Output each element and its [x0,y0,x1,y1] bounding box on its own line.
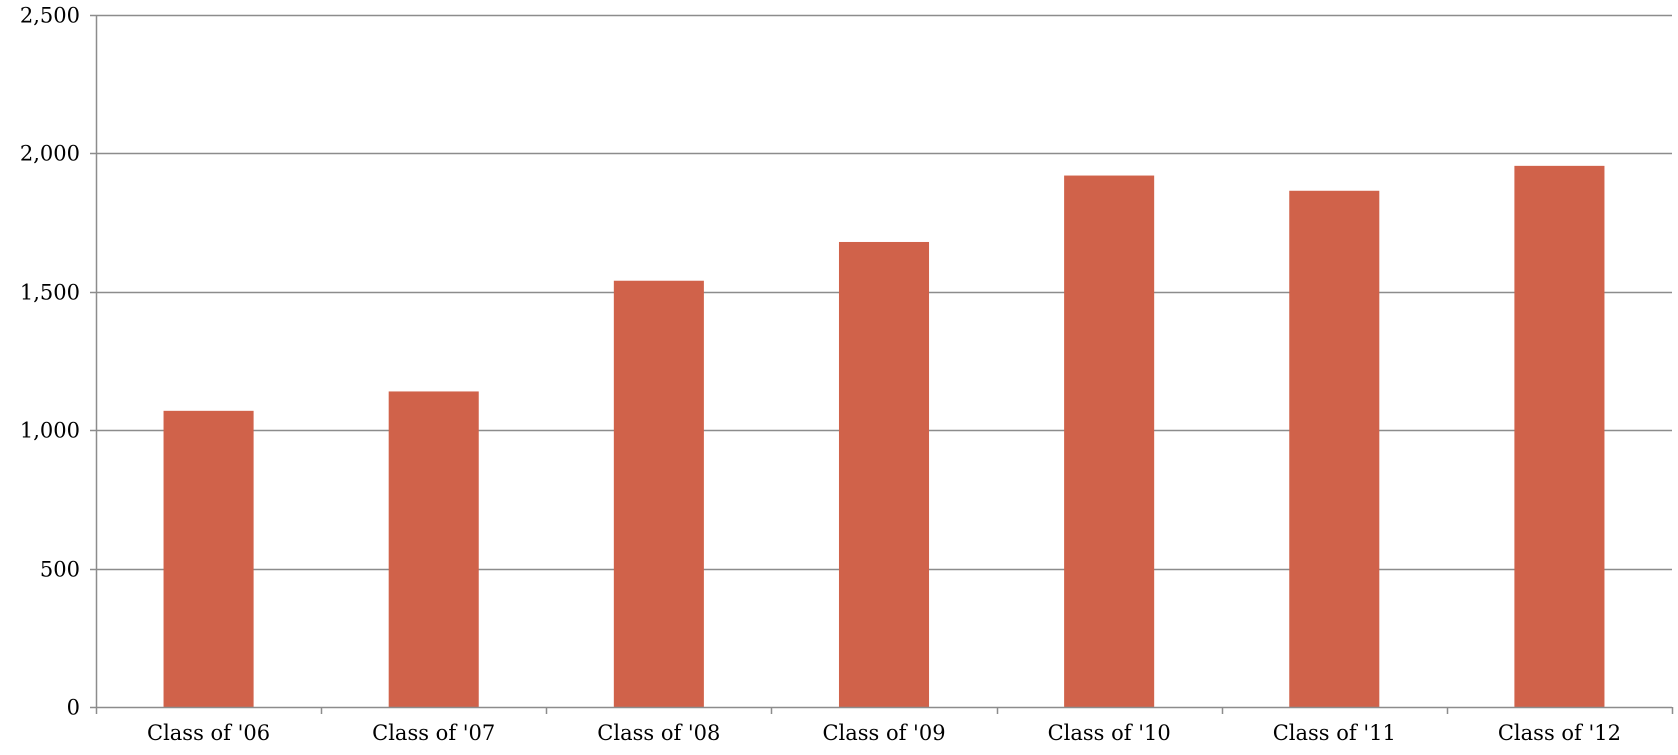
x-tick-label: Class of '06 [147,721,270,745]
y-tick-label: 1,000 [20,419,80,443]
x-tick-label: Class of '10 [1048,721,1171,745]
x-tick-label: Class of '08 [597,721,720,745]
y-tick-label: 2,000 [20,142,80,166]
y-tick-label: 1,500 [20,281,80,305]
bar [1514,165,1605,707]
axes [90,14,1674,714]
y-tick-label: 0 [67,696,80,720]
x-tick-label: Class of '11 [1273,721,1396,745]
bar [838,241,930,707]
bar [1289,190,1380,707]
bar [388,391,479,707]
bar [1064,175,1155,707]
bar [613,280,704,707]
bar [163,410,254,707]
x-tick-label: Class of '07 [372,721,495,745]
bars [163,165,1605,707]
y-tick-label: 500 [40,558,80,582]
x-tick-label: Class of '09 [822,721,945,745]
x-tick-label: Class of '12 [1498,721,1621,745]
y-tick-label: 2,500 [20,4,80,28]
tick-labels: 0 500 1,000 1,500 2,000 2,500 Class of '06 Clas… [20,4,1621,746]
